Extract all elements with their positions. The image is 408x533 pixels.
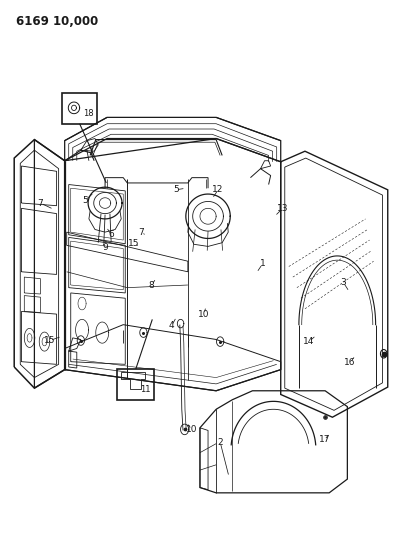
Bar (117, 369, 154, 400)
Text: 5: 5 (82, 196, 88, 205)
Text: 13: 13 (277, 204, 288, 213)
Text: 12: 12 (213, 185, 224, 195)
Text: 2: 2 (217, 438, 223, 447)
Text: 5: 5 (173, 185, 179, 195)
Text: 8: 8 (149, 280, 154, 289)
Text: 10: 10 (198, 310, 210, 319)
Text: 7: 7 (38, 198, 43, 207)
Text: 1: 1 (259, 260, 266, 268)
Text: 18: 18 (83, 109, 94, 118)
Text: 6169 10,000: 6169 10,000 (16, 15, 98, 28)
Text: 10: 10 (186, 425, 197, 434)
Text: 14: 14 (303, 337, 315, 346)
Text: 4: 4 (169, 321, 175, 330)
Text: 15: 15 (129, 239, 140, 248)
Text: 3: 3 (340, 278, 346, 287)
Text: 15: 15 (44, 336, 55, 345)
Text: 6: 6 (108, 230, 114, 239)
Text: 9: 9 (102, 244, 108, 253)
Text: 11: 11 (140, 385, 151, 394)
Text: 16: 16 (344, 358, 356, 367)
Text: 7: 7 (139, 228, 144, 237)
Text: 17: 17 (319, 435, 330, 445)
Bar (62, 93, 98, 124)
